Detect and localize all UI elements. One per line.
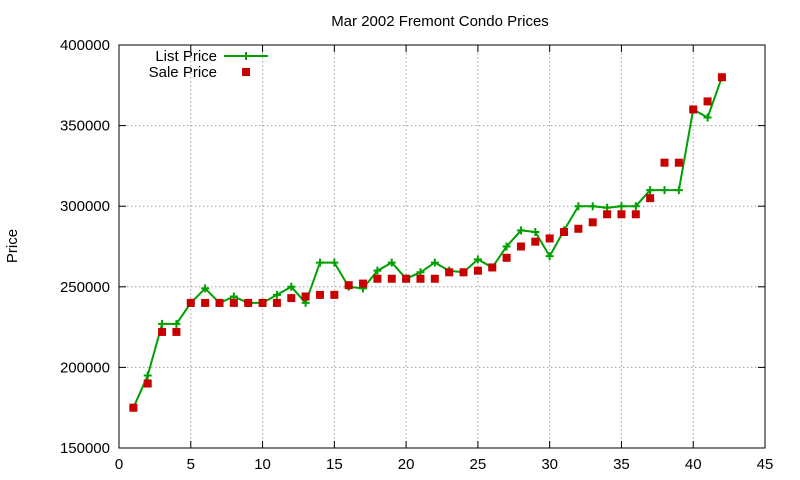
sale-price-point (172, 327, 181, 336)
list-price-point (674, 186, 683, 195)
x-tick-label: 15 (326, 456, 343, 473)
legend-label-list-price: List Price (155, 48, 217, 65)
list-price-point (617, 202, 626, 211)
list-price-point (703, 113, 712, 122)
x-tick-label: 45 (757, 456, 774, 473)
sale-price-point (387, 274, 396, 283)
sale-price-point (660, 158, 669, 167)
sale-price-point (229, 298, 238, 307)
list-price-point (516, 226, 525, 235)
list-price-point (660, 186, 669, 195)
sale-price-point (531, 237, 540, 246)
chart-title: Mar 2002 Fremont Condo Prices (331, 13, 549, 30)
list-price-point (172, 319, 181, 328)
list-price-point (158, 319, 167, 328)
sale-price-point (373, 274, 382, 283)
plot-frame (118, 44, 766, 449)
sale-price-point (603, 210, 612, 219)
x-tick-label: 25 (470, 456, 487, 473)
y-axis-label: Price (4, 229, 21, 263)
sale-price-point (272, 298, 281, 307)
sale-price-point (129, 403, 138, 412)
sale-price-point (315, 290, 324, 299)
sale-price-point (402, 274, 411, 283)
x-tick-label: 5 (187, 456, 195, 473)
list-price-point (574, 202, 583, 211)
sale-price-point (545, 234, 554, 243)
list-price-point (373, 266, 382, 275)
sale-price-point (717, 73, 726, 82)
sale-price-point (416, 274, 425, 283)
sale-price-point (473, 266, 482, 275)
x-tick-label: 40 (685, 456, 702, 473)
list-price-point (430, 258, 439, 267)
sale-price-point (359, 279, 368, 288)
list-price-point (631, 202, 640, 211)
sale-price-point (689, 105, 698, 114)
sale-price-point (186, 298, 195, 307)
sale-price-point (646, 194, 655, 203)
sale-price-point (287, 294, 296, 303)
sale-price-point (330, 290, 339, 299)
sale-price-point (631, 210, 640, 219)
y-tick-label: 200000 (60, 359, 110, 376)
sale-price-point (703, 97, 712, 106)
sale-price-point (674, 158, 683, 167)
legend: List Price Sale Price (149, 48, 268, 81)
sale-price-point (560, 227, 569, 236)
y-tick-label: 150000 (60, 440, 110, 457)
sale-price-point (244, 298, 253, 307)
sale-price-point (617, 210, 626, 219)
axis-ticks: 150000 200000 250000 300000 350000 400000 0 5 10… (60, 37, 773, 473)
list-price-point (272, 290, 281, 299)
list-price-point (287, 282, 296, 291)
sale-price-point (488, 263, 497, 272)
legend-marker-list-price (242, 52, 250, 60)
list-price-point (545, 252, 554, 261)
sale-price-point (574, 224, 583, 233)
grid-lines (119, 45, 765, 448)
sale-price-point (143, 379, 152, 388)
y-tick-label: 400000 (60, 37, 110, 54)
sale-price-point (258, 298, 267, 307)
sale-price-point (301, 292, 310, 301)
list-price-point (143, 371, 152, 380)
list-price-line (132, 76, 723, 409)
sale-price-point (430, 274, 439, 283)
legend-label-sale-price: Sale Price (149, 64, 217, 81)
list-price-point (531, 227, 540, 236)
series-layer (129, 73, 726, 412)
sale-price-point (516, 242, 525, 251)
x-tick-label: 35 (613, 456, 630, 473)
list-price-point (473, 255, 482, 264)
list-price-point (387, 258, 396, 267)
sale-price-point (459, 268, 468, 277)
sale-price-point (201, 298, 210, 307)
list-price-point (330, 258, 339, 267)
list-price-point (502, 242, 511, 251)
sale-price-point (502, 253, 511, 262)
sale-price-point (158, 327, 167, 336)
list-price-point (315, 258, 324, 267)
sale-price-point (588, 218, 597, 227)
sale-price-point (215, 298, 224, 307)
y-tick-label: 300000 (60, 198, 110, 215)
list-price-point (588, 202, 597, 211)
x-tick-label: 30 (541, 456, 558, 473)
legend-marker-sale-price (242, 68, 250, 76)
list-price-point (646, 186, 655, 195)
sale-price-point (445, 268, 454, 277)
y-tick-label: 250000 (60, 279, 110, 296)
x-tick-label: 20 (398, 456, 415, 473)
x-tick-label: 0 (115, 456, 123, 473)
sale-price-point (344, 281, 353, 290)
y-tick-label: 350000 (60, 118, 110, 135)
list-price-point (201, 284, 210, 293)
x-tick-label: 10 (254, 456, 271, 473)
